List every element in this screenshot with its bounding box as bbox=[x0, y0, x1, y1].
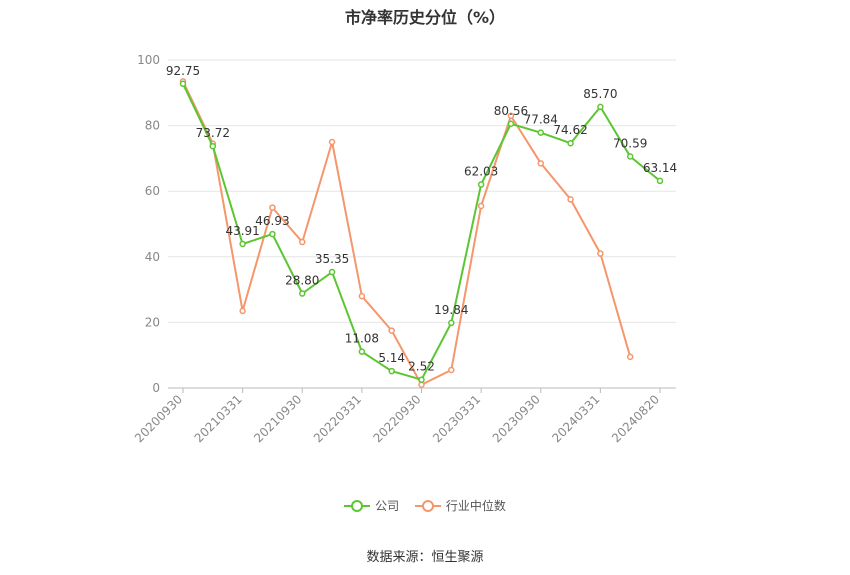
data-point-0 bbox=[269, 230, 276, 238]
data-point-1 bbox=[448, 366, 455, 374]
y-tick-label: 0 bbox=[152, 381, 160, 395]
data-label: 77.84 bbox=[524, 113, 558, 127]
data-point-1 bbox=[239, 307, 246, 315]
data-label: 85.70 bbox=[583, 87, 617, 101]
data-source: 数据来源：恒生聚源 bbox=[366, 550, 484, 565]
data-point-1 bbox=[477, 202, 485, 210]
data-label: 46.93 bbox=[255, 214, 289, 228]
data-point-0 bbox=[448, 319, 455, 327]
legend-swatch-industry-median bbox=[414, 499, 441, 513]
data-point-0 bbox=[656, 177, 664, 185]
data-point-1 bbox=[626, 353, 634, 361]
data-point-0 bbox=[418, 376, 425, 383]
x-tick-label: 20220930 bbox=[371, 392, 424, 445]
data-point-1 bbox=[358, 292, 366, 300]
data-point-0 bbox=[209, 142, 217, 150]
data-label: 19.84 bbox=[434, 303, 468, 317]
data-label: 92.75 bbox=[166, 64, 200, 78]
data-point-0 bbox=[179, 80, 187, 88]
legend-label-industry-median: 行业中位数 bbox=[445, 499, 506, 513]
series-line-1 bbox=[182, 80, 632, 386]
data-label: 74.62 bbox=[553, 123, 587, 137]
x-tick-label: 20210331 bbox=[192, 392, 245, 445]
data-point-0 bbox=[567, 139, 574, 147]
data-point-1 bbox=[388, 327, 395, 334]
data-label: 5.14 bbox=[378, 351, 405, 365]
legend-item-industry-median[interactable]: 行业中位数 bbox=[414, 497, 506, 514]
data-point-0 bbox=[626, 153, 634, 160]
x-tick-label: 20220331 bbox=[311, 392, 364, 445]
data-point-0 bbox=[388, 367, 395, 375]
data-point-1 bbox=[597, 250, 604, 257]
data-label: 43.91 bbox=[225, 224, 259, 238]
legend-item-company[interactable]: 公司 bbox=[344, 497, 399, 514]
y-tick-label: 60 bbox=[145, 184, 160, 198]
data-point-0 bbox=[358, 348, 366, 355]
data-label: 28.80 bbox=[285, 274, 319, 288]
series-layer bbox=[179, 78, 664, 388]
data-point-0 bbox=[477, 181, 485, 188]
data-point-0 bbox=[537, 129, 544, 136]
data-point-0 bbox=[507, 120, 515, 128]
x-tick-label: 20230930 bbox=[490, 392, 543, 445]
data-point-1 bbox=[567, 196, 574, 203]
data-label: 35.35 bbox=[315, 252, 349, 266]
x-tick-label: 20200930 bbox=[132, 392, 185, 445]
grid-lines bbox=[168, 59, 676, 323]
y-tick-label: 100 bbox=[137, 53, 160, 67]
chart-title: 市净率历史分位（%） bbox=[344, 8, 506, 27]
data-label: 11.08 bbox=[345, 332, 379, 346]
data-point-0 bbox=[328, 268, 336, 276]
x-tick-label: 20210930 bbox=[251, 392, 304, 445]
y-tick-label: 40 bbox=[145, 250, 160, 264]
x-tick-label: 20240331 bbox=[549, 392, 602, 445]
data-label: 73.72 bbox=[196, 126, 230, 140]
data-label: 2.52 bbox=[408, 360, 435, 374]
data-label: 62.03 bbox=[464, 165, 498, 179]
data-point-0 bbox=[597, 103, 604, 111]
data-label: 70.59 bbox=[613, 136, 647, 150]
data-label: 80.56 bbox=[494, 104, 528, 118]
x-tick-label: 20230331 bbox=[430, 392, 483, 445]
data-point-0 bbox=[239, 240, 246, 248]
legend-swatch-company bbox=[344, 499, 371, 513]
data-point-1 bbox=[328, 138, 336, 146]
data-label: 63.14 bbox=[643, 161, 677, 175]
data-point-0 bbox=[299, 290, 306, 297]
x-tick-label: 20240820 bbox=[609, 392, 662, 445]
y-tick-label: 20 bbox=[145, 315, 160, 329]
y-axis: 0 20 40 60 80 100 bbox=[137, 53, 160, 395]
data-point-1 bbox=[507, 112, 515, 120]
legend-label-company: 公司 bbox=[375, 499, 400, 513]
data-point-1 bbox=[299, 238, 306, 246]
data-point-1 bbox=[269, 204, 276, 211]
x-axis: 20200930 20210331 20210930 20220331 20220930… bbox=[132, 387, 676, 445]
y-tick-label: 80 bbox=[145, 119, 160, 133]
legend: 公司 行业中位数 bbox=[0, 497, 850, 516]
data-point-1 bbox=[537, 160, 544, 167]
